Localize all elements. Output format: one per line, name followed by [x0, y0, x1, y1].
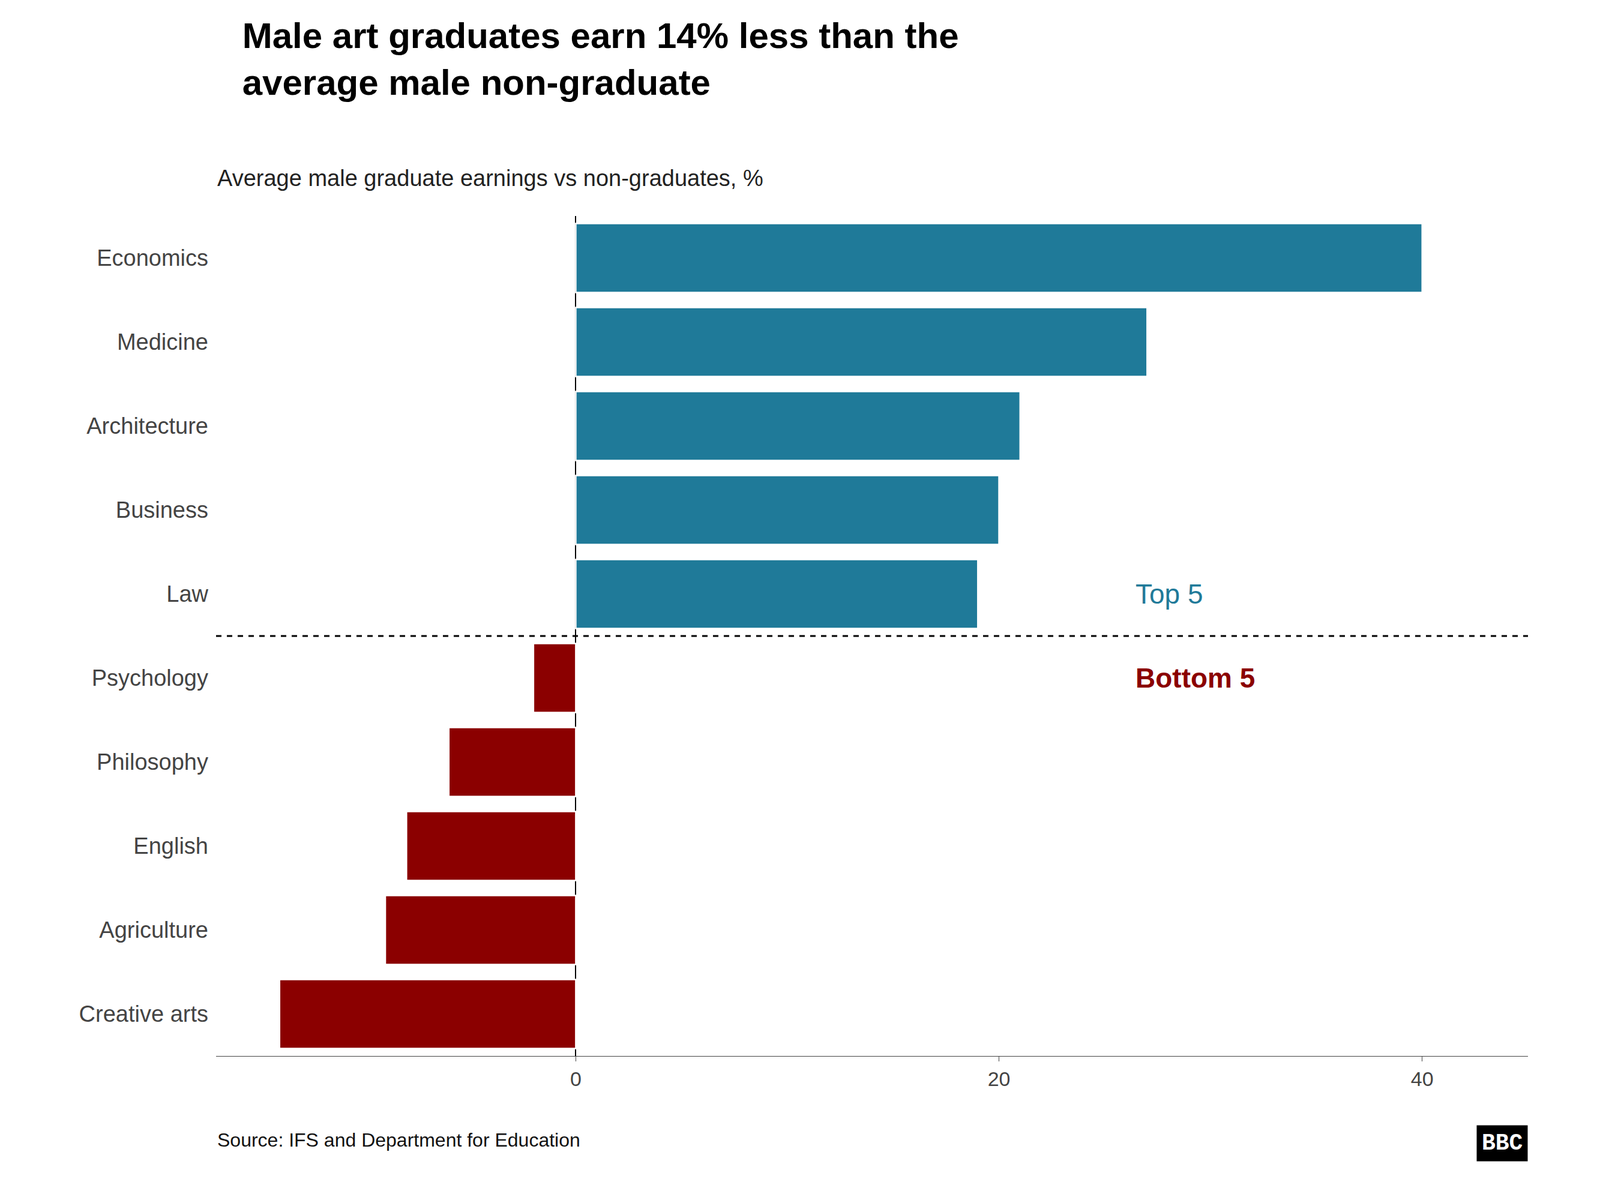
svg-text:Law: Law — [166, 581, 209, 607]
svg-text:Average male graduate earnings: Average male graduate earnings vs non-gr… — [217, 165, 764, 191]
svg-text:Male art graduates earn 14% le: Male art graduates earn 14% less than th… — [242, 15, 960, 103]
svg-text:20: 20 — [987, 1067, 1011, 1091]
svg-text:0: 0 — [570, 1067, 582, 1091]
svg-text:Agriculture: Agriculture — [99, 917, 209, 943]
svg-text:Architecture: Architecture — [86, 413, 209, 439]
svg-text:Psychology: Psychology — [91, 665, 209, 691]
svg-text:Philosophy: Philosophy — [96, 749, 209, 775]
svg-text:Business: Business — [115, 497, 209, 523]
svg-text:Top 5: Top 5 — [1135, 578, 1204, 610]
svg-text:Creative arts: Creative arts — [79, 1001, 209, 1027]
svg-text:English: English — [133, 833, 209, 859]
svg-text:40: 40 — [1410, 1067, 1434, 1091]
svg-text:Bottom 5: Bottom 5 — [1135, 662, 1255, 694]
svg-text:BBC: BBC — [1481, 1130, 1523, 1157]
svg-text:Medicine: Medicine — [117, 329, 209, 355]
svg-text:Economics: Economics — [96, 245, 209, 271]
svg-text:Source: IFS and Department for: Source: IFS and Department for Education — [217, 1129, 581, 1152]
